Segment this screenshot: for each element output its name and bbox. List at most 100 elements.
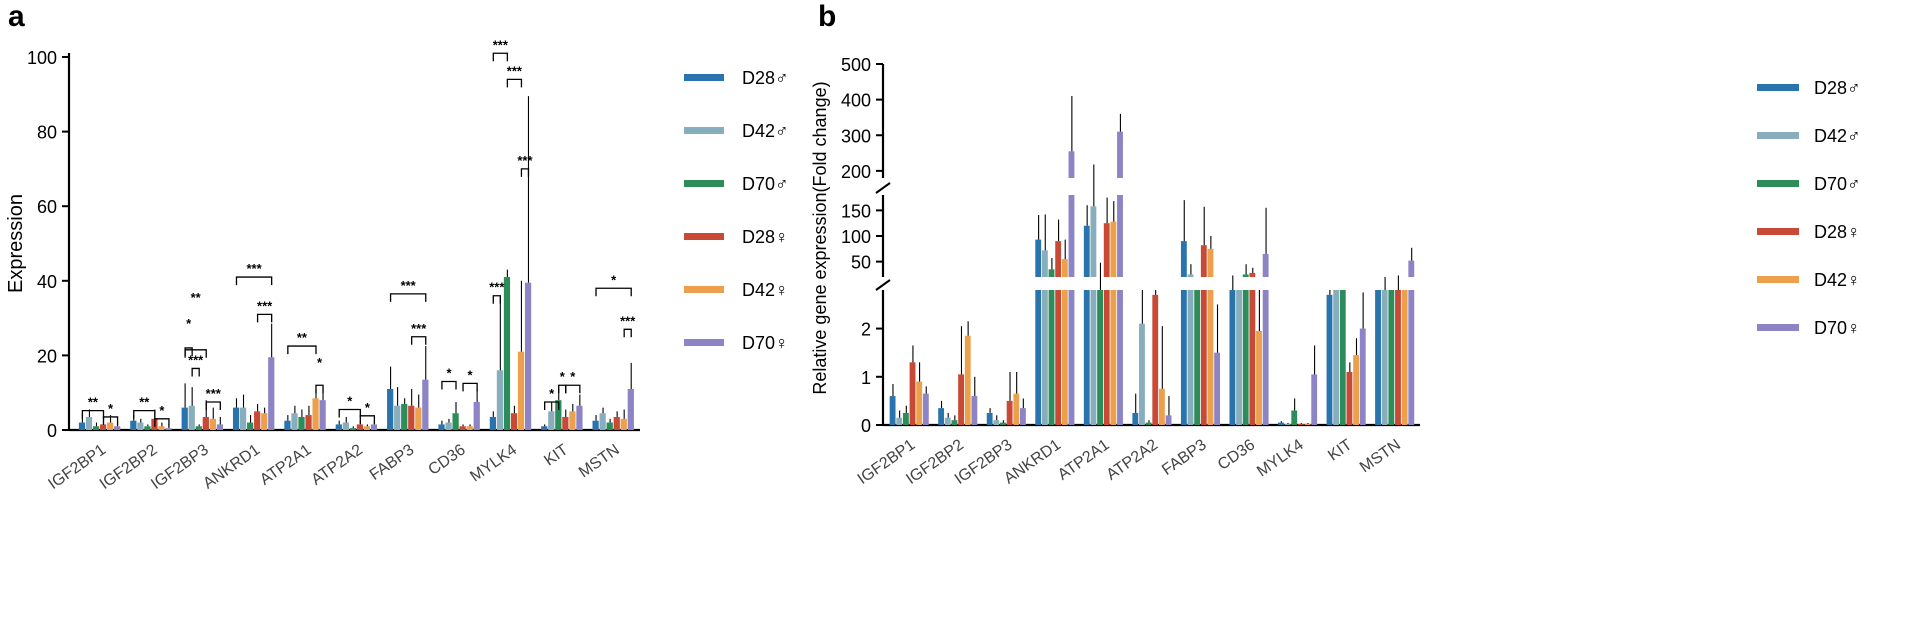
bar-b-igf2bp2-d28-m: [938, 408, 945, 425]
category-label-a-atp2a2: ATP2A2: [308, 441, 366, 488]
y-tick-label: 50: [851, 253, 871, 273]
significance-label: ***: [411, 321, 427, 336]
legend-swatch-a-d70-f: [684, 339, 724, 346]
significance-label: ***: [489, 280, 505, 295]
bar-b-atp2a1-d42-f: [1110, 290, 1117, 425]
bar-a-atp2a2-d42-f: [363, 426, 371, 430]
significance-label: *: [549, 386, 555, 401]
bar-a-atp2a1-d42-f: [312, 398, 319, 430]
legend-swatch-a-d28-m: [684, 74, 724, 81]
bar-b-ankrd1-d28-f: [1055, 290, 1062, 425]
category-label-a-atp2a1: ATP2A1: [257, 441, 315, 488]
bar-a-mylk4-d42-m: [496, 370, 504, 430]
significance-label: **: [191, 290, 202, 305]
bar-a-igf2bp2-d42-m: [137, 422, 144, 430]
bar-b-atp2a2-d28-m: [1132, 412, 1139, 425]
bar-b-fabp3-d42-f-part2: [1207, 248, 1214, 277]
bar-b-atp2a1-d70-m: [1097, 290, 1103, 425]
bar-b-fabp3-d28-f: [1200, 290, 1207, 425]
bar-a-cd36-d28-m: [438, 424, 445, 430]
bar-b-atp2a1-d70-f-part3: [1117, 131, 1123, 178]
bar-b-cd36-d28-f: [1249, 290, 1256, 425]
bar-a-igf2bp1-d42-m: [85, 416, 93, 430]
y-tick-label: 150: [841, 201, 871, 221]
significance-label: ***: [620, 313, 636, 328]
significance-label: ***: [401, 278, 417, 293]
significance-label: *: [560, 369, 566, 384]
category-label-b-atp2a1: ATP2A1: [1055, 436, 1113, 483]
significance-label: ***: [507, 63, 523, 78]
bar-b-ankrd1-d70-f-part2: [1068, 195, 1075, 277]
bar-b-kit-d42-m: [1333, 290, 1340, 425]
bar-a-fabp3-d70-f: [422, 379, 429, 430]
axis-break-mark: [875, 182, 891, 194]
bar-a-igf2bp1-d70-m: [92, 426, 100, 430]
bar-a-ankrd1-d42-f: [261, 413, 268, 430]
bar-a-atp2a1-d28-f: [305, 415, 312, 430]
significance-label: *: [468, 367, 474, 382]
bar-a-cd36-d70-m: [452, 413, 459, 430]
y-tick-label: 200: [841, 162, 871, 182]
significance-bracket-a-cd36: [462, 382, 478, 392]
bar-b-mstn-d70-m: [1388, 290, 1395, 425]
category-label-a-mstn: MSTN: [576, 441, 623, 481]
legend-swatch-b-d42-m: [1757, 132, 1799, 139]
significance-bracket-a-fabp3: [411, 336, 427, 345]
bar-a-mylk4-d70-f: [524, 282, 532, 430]
significance-bracket-a-atp2a1: [315, 384, 324, 394]
bar-a-mylk4-d28-f: [510, 413, 518, 430]
category-label-a-igf2bp1: IGF2BP1: [45, 441, 109, 493]
bar-b-cd36-d70-f: [1262, 290, 1269, 425]
bar-a-atp2a2-d28-m: [335, 424, 342, 430]
bar-b-fabp3-d70-m: [1194, 290, 1201, 425]
bar-a-kit-d28-f: [562, 416, 569, 430]
significance-bracket-a-atp2a1: [287, 345, 317, 355]
bar-b-atp2a1-d70-f: [1117, 290, 1123, 425]
significance-label: *: [611, 272, 617, 287]
bar-a-mstn-d28-m: [592, 420, 599, 430]
bar-a-mylk4-d42-f: [517, 351, 525, 430]
bar-b-fabp3-d28-m: [1180, 290, 1187, 425]
bar-b-igf2bp3-d42-m: [993, 420, 1000, 425]
bar-b-cd36-d70-m-part2: [1242, 274, 1249, 277]
bar-a-atp2a1-d70-m: [298, 416, 305, 430]
legend-label-a-d42-m: D42♂: [742, 121, 789, 141]
panel-a-letter: a: [8, 0, 25, 33]
legend-label-a-d70-f: D70♀: [742, 333, 789, 353]
significance-label: ***: [246, 261, 262, 276]
significance-label: *: [159, 403, 165, 418]
significance-label: ***: [517, 153, 533, 168]
bar-b-igf2bp3-d42-f: [1013, 393, 1020, 425]
category-label-a-fabp3: FABP3: [367, 441, 418, 484]
bar-b-igf2bp1-d42-f: [916, 381, 923, 425]
significance-bracket-a-kit: [558, 384, 567, 394]
category-label-b-cd36: CD36: [1215, 436, 1258, 473]
bar-b-igf2bp1-d28-m: [889, 396, 896, 425]
y-tick-label: 80: [37, 123, 57, 143]
significance-label: *: [570, 369, 576, 384]
significance-bracket-a-mstn: [595, 287, 632, 297]
y-tick-label: 0: [861, 416, 871, 436]
bar-a-atp2a2-d28-f: [356, 424, 364, 430]
legend-label-b-d28-f: D28♀: [1814, 222, 1861, 242]
y-tick-label: 300: [841, 126, 871, 146]
bar-a-igf2bp1-d70-f: [114, 426, 121, 430]
bar-a-igf2bp3-d28-f: [202, 416, 209, 430]
legend-label-b-d42-f: D42♀: [1814, 270, 1861, 290]
bar-b-ankrd1-d42-m: [1041, 290, 1048, 425]
significance-bracket-a-ankrd1: [235, 276, 273, 286]
bar-a-igf2bp2-d70-f: [165, 428, 172, 430]
significance-bracket-a-kit: [544, 401, 560, 411]
significance-bracket-a-igf2bp1: [102, 416, 119, 425]
bar-b-fabp3-d42-m-part2: [1187, 274, 1194, 277]
category-label-b-atp2a2: ATP2A2: [1104, 436, 1162, 483]
bar-b-mylk4-d42-m: [1284, 424, 1291, 425]
legend-swatch-a-d42-f: [684, 286, 724, 293]
y-tick-label: 500: [841, 55, 871, 75]
category-label-a-cd36: CD36: [425, 441, 468, 478]
bar-b-igf2bp3-d70-f: [1019, 408, 1026, 425]
bar-a-igf2bp1-d42-f: [107, 422, 114, 430]
bar-b-mylk4-d28-m: [1278, 422, 1284, 425]
category-label-a-mylk4: MYLK4: [467, 441, 520, 485]
bar-b-igf2bp2-d42-m: [944, 417, 951, 425]
